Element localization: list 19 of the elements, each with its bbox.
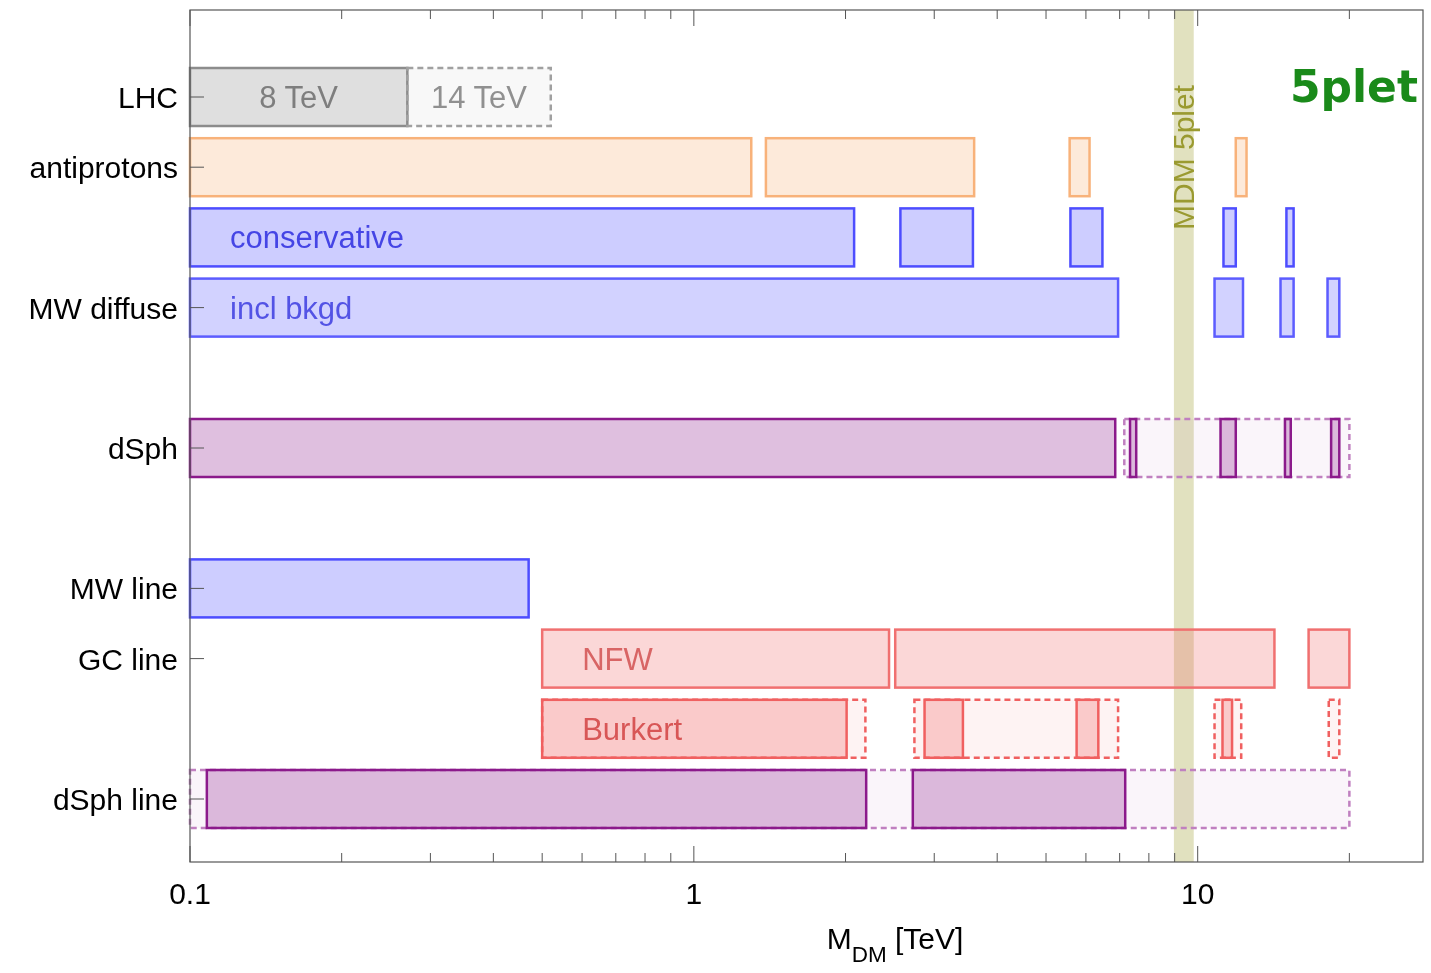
y-tick-label: LHC: [117, 81, 178, 114]
series-label: conservative: [230, 220, 405, 256]
x-tick-label: 10: [1181, 877, 1215, 910]
y-tick-label: antiprotons: [29, 151, 178, 185]
y-tick-label: dSph line: [52, 783, 178, 816]
x-tick-label: 1: [685, 877, 703, 910]
y-tick-label: MW line: [69, 572, 178, 606]
x-tick-label: 0.1: [169, 877, 211, 910]
y-tick-label: GC line: [77, 642, 178, 676]
x-axis-title: M$_{DM}$ [TeV]: [826, 922, 964, 967]
series-label: 8 TeV: [259, 80, 339, 115]
series-label: NFW: [582, 641, 654, 677]
series-label: 14 TeV: [431, 80, 528, 115]
series-label: incl bkgd: [230, 290, 353, 326]
y-tick-label: dSph: [107, 432, 178, 465]
series-label: Burkert: [582, 711, 683, 747]
band-label: MDM 5plet: [1166, 84, 1200, 230]
annotation: 5plet: [1289, 61, 1418, 112]
y-tick-label: MW diffuse: [28, 291, 178, 325]
